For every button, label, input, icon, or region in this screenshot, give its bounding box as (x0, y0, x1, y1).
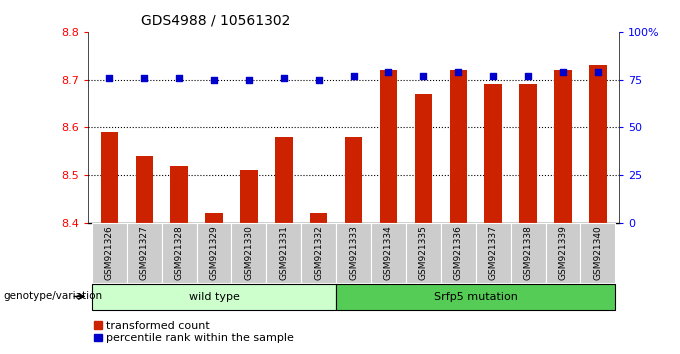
Point (139, 75, 150, 81)
Text: GSM921335: GSM921335 (419, 225, 428, 280)
Bar (581, 223, 615, 283)
Text: GSM921326: GSM921326 (105, 225, 114, 280)
Text: GSM921336: GSM921336 (454, 225, 463, 280)
Bar (135, 156, 153, 223)
Bar (520, 85, 537, 223)
Point (243, 77, 254, 82)
Bar (267, 223, 301, 283)
Bar (162, 223, 197, 283)
Bar (484, 85, 502, 223)
Bar (406, 223, 441, 283)
Bar (92, 223, 126, 283)
Bar (336, 284, 615, 310)
Point (209, 77, 220, 82)
Bar (554, 70, 572, 223)
Text: GSM921329: GSM921329 (209, 225, 218, 280)
Bar (476, 223, 511, 283)
Bar (589, 65, 607, 223)
Bar (301, 223, 336, 283)
Text: GSM921332: GSM921332 (314, 225, 323, 280)
Point (348, 73, 359, 79)
Point (488, 73, 498, 79)
Text: wild type: wild type (188, 292, 239, 302)
Bar (449, 70, 467, 223)
Bar (101, 132, 118, 223)
Text: genotype/variation: genotype/variation (3, 291, 103, 301)
Bar (511, 223, 545, 283)
Bar (171, 166, 188, 223)
Point (104, 75, 115, 81)
Bar (371, 223, 406, 283)
Text: Srfp5 mutation: Srfp5 mutation (434, 292, 517, 302)
Bar (197, 223, 231, 283)
Point (173, 75, 184, 81)
Bar (545, 223, 581, 283)
Bar (310, 213, 328, 223)
Text: GSM921334: GSM921334 (384, 225, 393, 280)
Bar (415, 94, 432, 223)
Point (453, 69, 464, 75)
Text: GSM921340: GSM921340 (594, 225, 602, 280)
Legend: transformed count, percentile rank within the sample: transformed count, percentile rank withi… (94, 321, 294, 343)
Point (523, 73, 534, 79)
Point (592, 69, 603, 75)
Text: GSM921333: GSM921333 (349, 225, 358, 280)
Bar (240, 171, 258, 223)
Point (558, 69, 568, 75)
Text: GSM921339: GSM921339 (558, 225, 568, 280)
Text: GSM921331: GSM921331 (279, 225, 288, 280)
Text: GSM921337: GSM921337 (489, 225, 498, 280)
Text: GDS4988 / 10561302: GDS4988 / 10561302 (141, 14, 291, 28)
Bar (345, 137, 362, 223)
Bar (275, 137, 292, 223)
Bar (126, 223, 162, 283)
Bar (379, 70, 397, 223)
Bar (441, 223, 476, 283)
Point (313, 77, 324, 82)
Text: GSM921327: GSM921327 (139, 225, 149, 280)
Text: GSM921338: GSM921338 (524, 225, 532, 280)
Text: GSM921328: GSM921328 (175, 225, 184, 280)
Bar (92, 284, 336, 310)
Bar (205, 213, 223, 223)
Point (383, 69, 394, 75)
Bar (336, 223, 371, 283)
Point (418, 73, 429, 79)
Point (278, 75, 289, 81)
Text: GSM921330: GSM921330 (244, 225, 254, 280)
Bar (231, 223, 267, 283)
